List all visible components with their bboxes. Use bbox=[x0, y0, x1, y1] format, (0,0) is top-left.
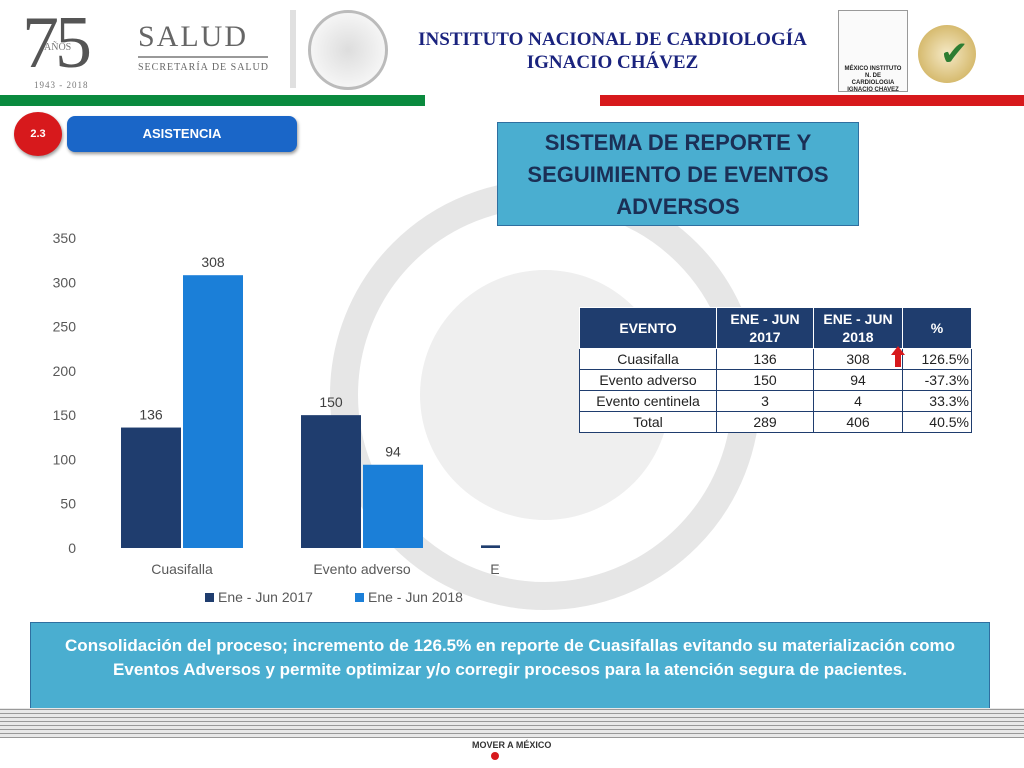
section-number-badge: 2.3 bbox=[14, 112, 62, 156]
table-cell: -37.3% bbox=[902, 369, 972, 391]
salud-underline bbox=[138, 56, 268, 58]
header-bar-green bbox=[0, 95, 425, 106]
table-cell: 40.5% bbox=[902, 411, 972, 433]
legend-swatch bbox=[355, 593, 364, 602]
table-row: Cuasifalla 136 308 126.5% bbox=[579, 348, 972, 370]
table-cell: 136 bbox=[716, 348, 814, 370]
mover-mexico-mark-icon bbox=[491, 752, 499, 760]
legend-label: Ene - Jun 2018 bbox=[368, 589, 463, 605]
table-cell: 3 bbox=[716, 390, 814, 412]
table-header-row: EVENTO ENE - JUN 2017 ENE - JUN 2018 % bbox=[579, 307, 972, 349]
increase-arrow-stem bbox=[895, 355, 901, 367]
table-cell: Total bbox=[579, 411, 717, 433]
table-row: Evento adverso 150 94 -37.3% bbox=[579, 369, 972, 391]
table-header-evento: EVENTO bbox=[579, 307, 717, 349]
mover-mexico-logo: MOVER A MÉXICO bbox=[472, 740, 552, 750]
table-cell: 4 bbox=[813, 390, 903, 412]
bar bbox=[301, 415, 361, 548]
y-tick-label: 50 bbox=[60, 496, 76, 512]
header-divider bbox=[290, 10, 296, 88]
events-table: EVENTO ENE - JUN 2017 ENE - JUN 2018 % C… bbox=[579, 307, 972, 433]
y-tick-label: 0 bbox=[68, 540, 76, 556]
institute-title-line1: INSTITUTO NACIONAL DE CARDIOLOGÍA bbox=[418, 29, 807, 50]
table-cell: 33.3% bbox=[902, 390, 972, 412]
data-label: 308 bbox=[201, 254, 225, 270]
table-row: Total 289 406 40.5% bbox=[579, 411, 972, 433]
bar bbox=[363, 464, 423, 548]
bar bbox=[121, 427, 181, 548]
certification-seal-icon bbox=[918, 25, 976, 83]
table-row: Evento centinela 3 4 33.3% bbox=[579, 390, 972, 412]
institute-logo-text: MÉXICO INSTITUTO N. DE CARDIOLOGIA IGNAC… bbox=[844, 66, 902, 93]
x-tick-label: Evento adverso bbox=[313, 561, 410, 577]
anniversary-years: 1943 - 2018 bbox=[34, 80, 89, 90]
salud-logo: SALUD bbox=[138, 20, 249, 53]
data-label: 94 bbox=[385, 444, 401, 460]
table-cell: Cuasifalla bbox=[579, 348, 717, 370]
y-tick-label: 100 bbox=[53, 451, 77, 467]
table-header-percent: % bbox=[902, 307, 972, 349]
table-cell: 308 bbox=[813, 348, 903, 370]
secretaria-label: SECRETARÍA DE SALUD bbox=[138, 62, 269, 73]
table-header-2018: ENE - JUN 2018 bbox=[813, 307, 903, 349]
table-cell: 126.5% bbox=[902, 348, 972, 370]
y-tick-label: 150 bbox=[53, 407, 77, 423]
slide-title: SISTEMA DE REPORTE Y SEGUIMIENTO DE EVEN… bbox=[497, 122, 859, 226]
header-bar-red bbox=[600, 95, 1024, 106]
y-tick-label: 300 bbox=[53, 274, 77, 290]
data-label: 150 bbox=[319, 394, 343, 410]
legend-label: Ene - Jun 2017 bbox=[218, 589, 313, 605]
table-cell: Evento centinela bbox=[579, 390, 717, 412]
anniversary-logo-suffix: AÑOS bbox=[44, 42, 72, 53]
bar bbox=[183, 275, 243, 548]
footer-stripes bbox=[0, 708, 1024, 738]
increase-arrow-icon bbox=[891, 346, 905, 355]
table-cell: Evento adverso bbox=[579, 369, 717, 391]
table-cell: 150 bbox=[716, 369, 814, 391]
national-seal-icon bbox=[308, 10, 388, 90]
y-tick-label: 200 bbox=[53, 363, 77, 379]
institute-title-line2: IGNACIO CHÁVEZ bbox=[526, 52, 699, 73]
institute-logo bbox=[838, 10, 908, 92]
table-cell: 289 bbox=[716, 411, 814, 433]
x-tick-label: Cuasifalla bbox=[151, 561, 213, 577]
anniversary-logo-number: 75 bbox=[22, 2, 92, 84]
bar bbox=[481, 545, 500, 548]
table-header-2017: ENE - JUN 2017 bbox=[716, 307, 814, 349]
institute-title: INSTITUTO NACIONAL DE CARDIOLOGÍA IGNACI… bbox=[385, 28, 840, 74]
table-cell: 406 bbox=[813, 411, 903, 433]
bar-chart: 0 50 100 150 200 250 300 350 Cuasifalla 136 308 Eve… bbox=[53, 230, 500, 605]
legend-swatch bbox=[205, 593, 214, 602]
conclusion-note: Consolidación del proceso; incremento de… bbox=[30, 622, 990, 716]
data-label: 136 bbox=[139, 407, 163, 423]
y-tick-label: 250 bbox=[53, 319, 77, 335]
x-tick-label: Evento centinela bbox=[490, 561, 500, 577]
checkmark-icon: ✔ bbox=[940, 35, 969, 73]
table-cell: 94 bbox=[813, 369, 903, 391]
section-label: ASISTENCIA bbox=[67, 116, 297, 152]
y-tick-label: 350 bbox=[53, 230, 77, 246]
